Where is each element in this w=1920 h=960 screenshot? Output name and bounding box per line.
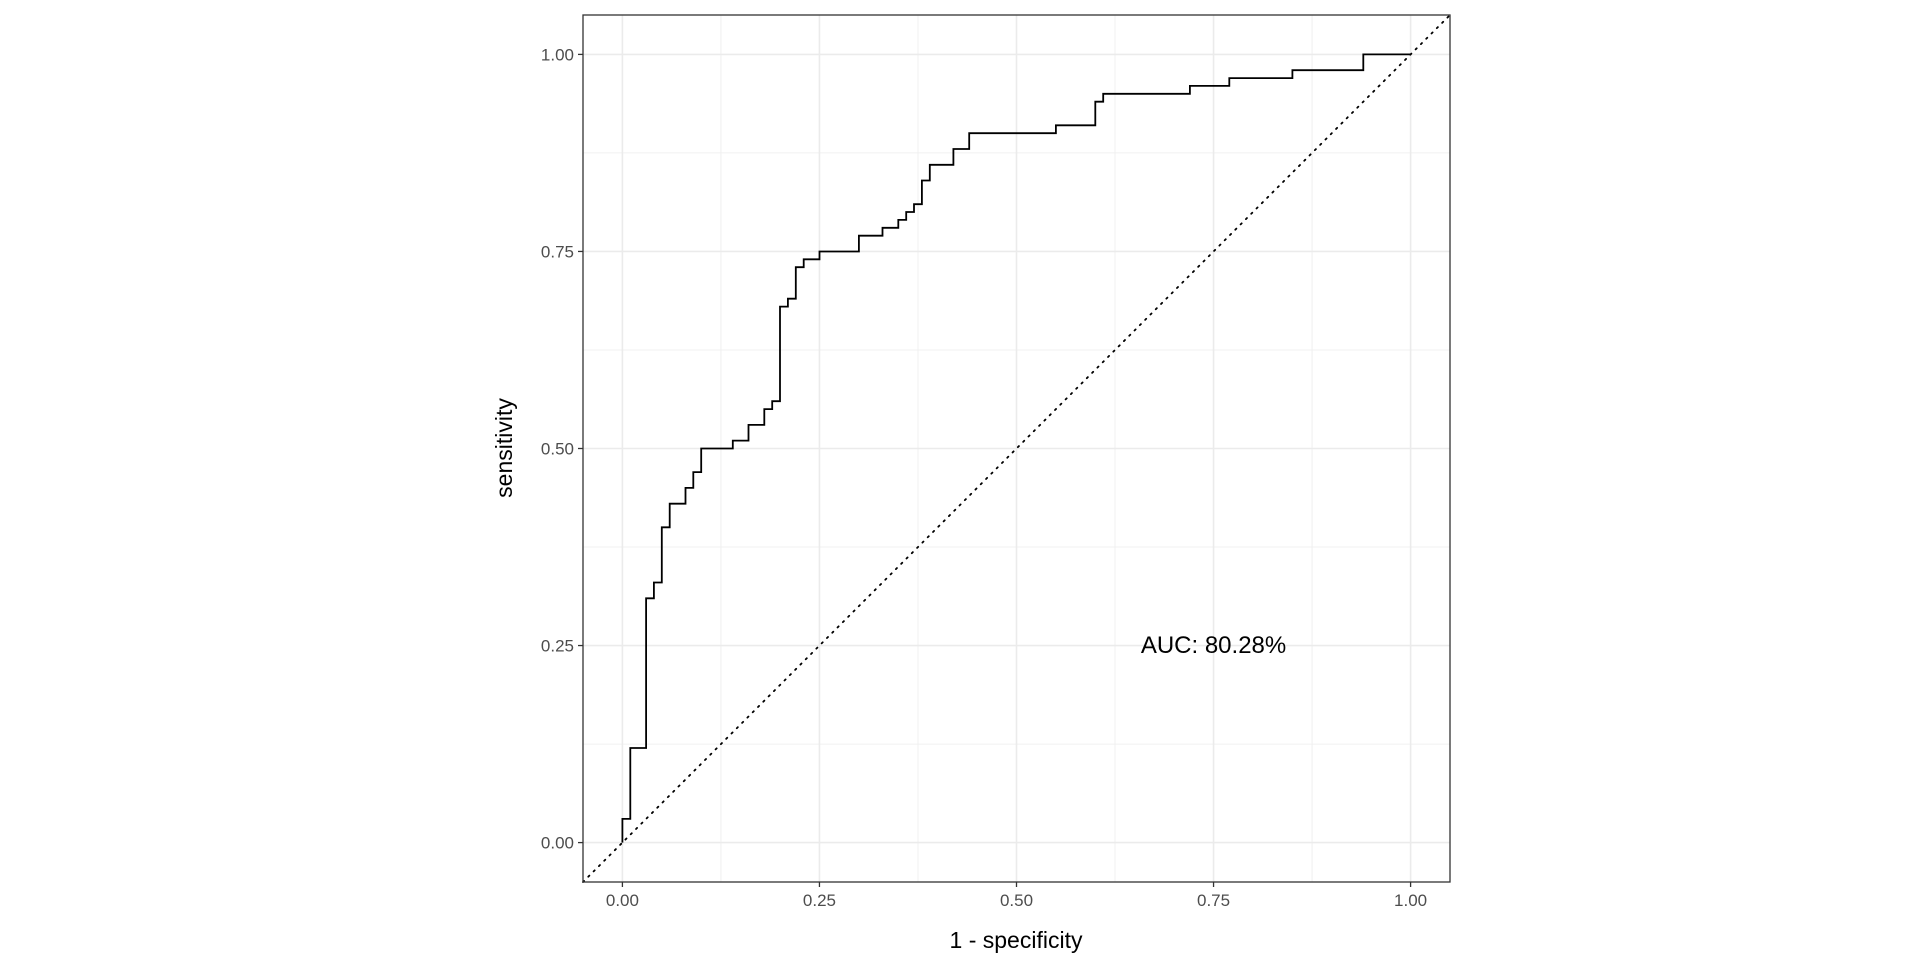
y-tick-label: 0.00	[541, 834, 574, 853]
y-tick-label: 0.25	[541, 637, 574, 656]
y-tick-label: 0.50	[541, 440, 574, 459]
x-tick-label: 0.25	[803, 891, 836, 910]
chance-diagonal-line	[582, 14, 1451, 883]
x-tick-label: 0.00	[606, 891, 639, 910]
y-tick-label: 0.75	[541, 242, 574, 261]
y-axis: 0.00 0.25 0.50 0.75 1.00	[541, 45, 583, 853]
roc-curve	[621, 53, 1411, 843]
auc-annotation: AUC: 80.28%	[1141, 632, 1286, 659]
y-tick-label: 1.00	[541, 45, 574, 64]
x-tick-label: 0.50	[1000, 891, 1033, 910]
x-tick-label: 0.75	[1197, 891, 1230, 910]
grid	[583, 15, 1450, 882]
x-tick-label: 1.00	[1394, 891, 1427, 910]
series-layer	[582, 14, 1451, 883]
x-axis: 0.00 0.25 0.50 0.75 1.00	[606, 882, 1427, 910]
y-axis-title: sensitivity	[491, 398, 517, 498]
x-axis-title: 1 - specificity	[950, 927, 1083, 953]
